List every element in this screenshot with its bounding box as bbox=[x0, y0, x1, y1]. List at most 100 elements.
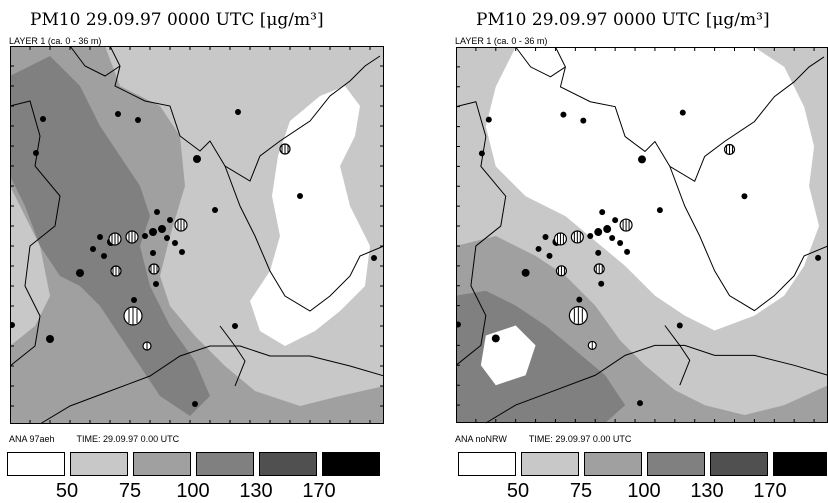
station-dot bbox=[594, 228, 603, 236]
station-dot bbox=[40, 116, 46, 122]
station-dot bbox=[580, 117, 587, 124]
layer-label: LAYER 1 (ca. 0 - 36 m) bbox=[455, 36, 548, 46]
ring-hatching bbox=[111, 144, 289, 350]
station-markers bbox=[456, 109, 822, 407]
station-dot bbox=[546, 252, 553, 259]
station-dot bbox=[815, 254, 822, 261]
station-dot bbox=[638, 155, 646, 164]
station-dot bbox=[676, 322, 683, 329]
legend-swatch bbox=[458, 452, 516, 476]
legend-threshold: 100 bbox=[176, 480, 210, 502]
station-dot bbox=[587, 233, 594, 239]
border-line bbox=[39, 345, 384, 424]
legend-swatch bbox=[584, 452, 642, 476]
station-dot bbox=[33, 150, 39, 156]
contour-50 bbox=[485, 47, 820, 331]
station-dot bbox=[149, 228, 157, 236]
station-dot bbox=[535, 245, 542, 252]
station-dot bbox=[232, 323, 238, 329]
contour-100-southwest bbox=[10, 346, 60, 396]
station-dot bbox=[97, 234, 103, 240]
border-line bbox=[669, 166, 828, 312]
time-label: TIME: 29.09.97 0.00 UTC bbox=[528, 434, 632, 444]
station-dot bbox=[542, 234, 549, 240]
station-dot bbox=[235, 109, 241, 115]
station-dot bbox=[101, 253, 107, 259]
legend-swatch bbox=[70, 452, 128, 476]
legend-threshold: 75 bbox=[118, 480, 142, 502]
station-dot bbox=[179, 249, 185, 255]
border-line bbox=[69, 46, 121, 77]
station-dot bbox=[297, 193, 303, 199]
run-label: ANA 97aeh bbox=[9, 434, 55, 444]
station-dot bbox=[115, 111, 121, 117]
station-dot bbox=[192, 401, 198, 407]
frame-ticks bbox=[456, 47, 815, 423]
legend-threshold: 130 bbox=[239, 480, 273, 502]
legend-swatch bbox=[773, 452, 827, 476]
legend-threshold: 170 bbox=[302, 480, 336, 502]
station-dot bbox=[76, 269, 84, 277]
station-dot bbox=[154, 209, 160, 215]
station-dot bbox=[478, 150, 485, 157]
legend-swatch bbox=[259, 452, 317, 476]
pm10-map-97aeh bbox=[10, 46, 384, 424]
station-dot bbox=[603, 225, 612, 234]
station-dot bbox=[142, 233, 148, 239]
station-dot bbox=[193, 155, 201, 163]
legend-threshold: 75 bbox=[569, 480, 593, 502]
pm10-map-noNRW bbox=[456, 46, 828, 424]
station-dot bbox=[599, 209, 606, 216]
station-dot bbox=[172, 240, 178, 246]
station-dot bbox=[617, 239, 624, 246]
legend-swatch bbox=[647, 452, 705, 476]
legend-threshold: 170 bbox=[753, 480, 787, 502]
station-dot bbox=[598, 280, 605, 287]
map-title: PM10 29.09.97 0000 UTC [μg/m³] bbox=[476, 10, 770, 30]
map-title: PM10 29.09.97 0000 UTC [μg/m³] bbox=[30, 10, 324, 30]
station-dot bbox=[595, 249, 602, 256]
border-line bbox=[10, 100, 61, 367]
legend-threshold: 100 bbox=[627, 480, 661, 502]
station-dot bbox=[212, 207, 218, 213]
station-dot bbox=[521, 268, 530, 277]
station-dot bbox=[624, 248, 631, 255]
legend-swatch bbox=[196, 452, 254, 476]
panel-97aeh: PM10 29.09.97 0000 UTC [μg/m³] LAYER 1 (… bbox=[0, 0, 400, 502]
station-dot bbox=[485, 116, 492, 123]
panel-noNRW: PM10 29.09.97 0000 UTC [μg/m³] LAYER 1 (… bbox=[446, 0, 828, 502]
legend-threshold: 50 bbox=[55, 480, 79, 502]
legend-swatch bbox=[322, 452, 380, 476]
border-line bbox=[219, 325, 246, 387]
run-label: ANA noNRW bbox=[455, 434, 507, 444]
border-line bbox=[664, 325, 691, 386]
layer-label: LAYER 1 (ca. 0 - 36 m) bbox=[9, 36, 102, 46]
border-line bbox=[456, 101, 507, 366]
station-dot bbox=[371, 255, 377, 261]
run-info: ANA noNRW TIME: 29.09.97 0.00 UTC bbox=[455, 434, 631, 444]
station-dot bbox=[46, 335, 54, 343]
station-dot bbox=[656, 207, 663, 214]
station-dot bbox=[491, 334, 500, 343]
time-label: TIME: 29.09.97 0.00 UTC bbox=[76, 434, 180, 444]
station-dot bbox=[153, 281, 159, 287]
legend-swatch bbox=[521, 452, 579, 476]
station-dot bbox=[741, 193, 748, 200]
legend-threshold: 50 bbox=[506, 480, 530, 502]
station-dot bbox=[679, 109, 686, 116]
border-line bbox=[224, 165, 384, 312]
station-dot bbox=[637, 400, 643, 407]
legend-swatch bbox=[710, 452, 768, 476]
frame-ticks bbox=[10, 46, 384, 424]
legend-swatch bbox=[133, 452, 191, 476]
station-dot bbox=[131, 297, 137, 303]
border-line bbox=[515, 46, 566, 78]
station-dot bbox=[135, 117, 141, 123]
station-dot bbox=[609, 235, 616, 241]
map-frame bbox=[10, 46, 384, 424]
station-dot bbox=[150, 250, 156, 256]
ring-hatching bbox=[556, 144, 734, 350]
station-dot bbox=[612, 217, 619, 224]
station-dot bbox=[167, 217, 173, 223]
legend-swatch bbox=[7, 452, 65, 476]
